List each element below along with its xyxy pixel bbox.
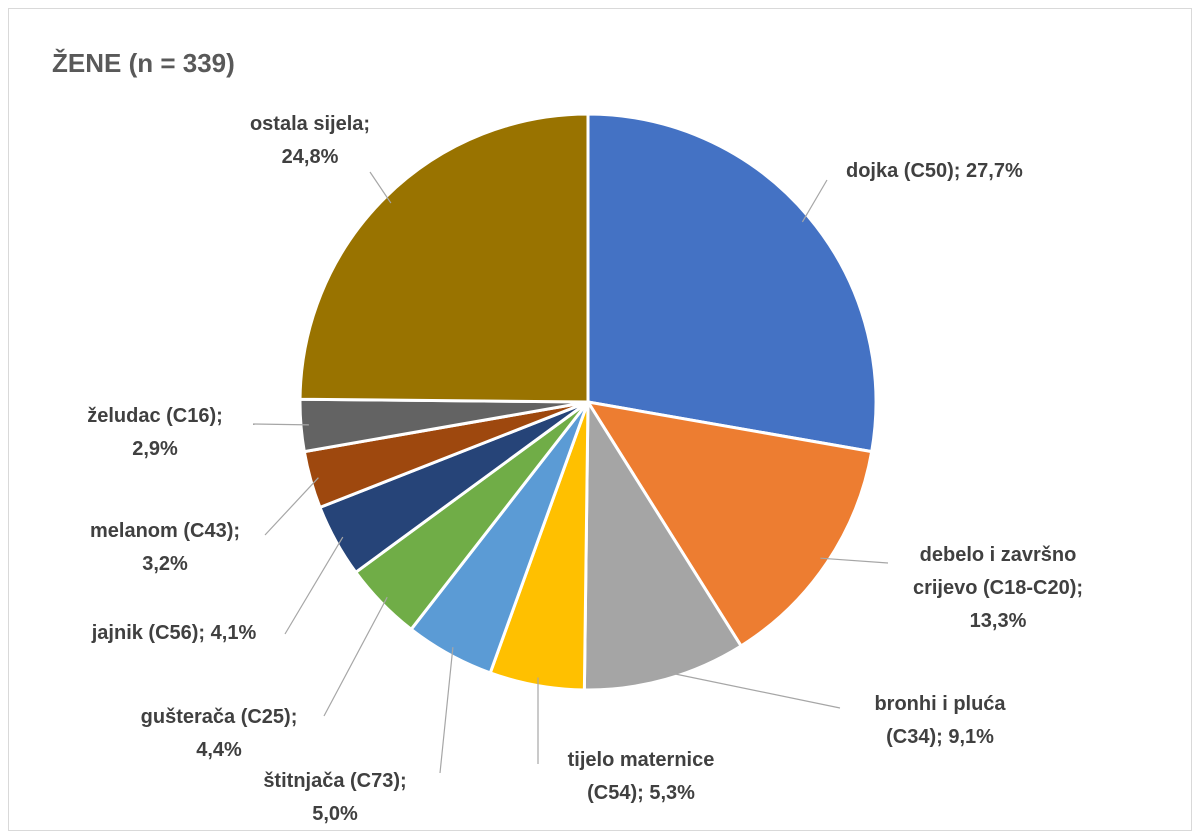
leader-line-stitnjaca bbox=[439, 647, 454, 774]
leader-line-gusteraca bbox=[323, 596, 388, 717]
data-label-zeludac: želudac (C16); 2,9% bbox=[87, 405, 223, 460]
pie-slice-ostala-sijela bbox=[298, 112, 590, 404]
chart-title: ŽENE (n = 339) bbox=[52, 48, 235, 78]
data-label-melanom: melanom (C43); 3,2% bbox=[90, 520, 240, 575]
data-label-dojka: dojka (C50); 27,7% bbox=[846, 160, 1023, 182]
leader-line-melanom bbox=[264, 477, 319, 536]
data-label-tijelo-maternice: tijelo maternice (C54); 5,3% bbox=[568, 749, 715, 804]
leader-line-bronhi-i-pluca bbox=[663, 671, 841, 709]
leader-line-dojka bbox=[801, 179, 828, 223]
data-label-debelo-i-zavrsno-crijevo: debelo i završno crijevo (C18-C20); 13,3% bbox=[913, 544, 1083, 632]
pie-slice-dojka bbox=[586, 112, 878, 454]
leader-line-debelo-i-zavrsno-crijevo bbox=[820, 557, 889, 564]
leader-line-jajnik bbox=[284, 536, 344, 635]
data-label-stitnjaca: štitnjača (C73); 5,0% bbox=[263, 770, 406, 825]
pie-slice-bronhi-i-pluca bbox=[582, 400, 743, 692]
pie-slice-debelo-i-zavrsno-crijevo bbox=[586, 400, 874, 648]
leader-line-zeludac bbox=[252, 423, 309, 426]
leader-line-ostala-sijela bbox=[369, 171, 392, 204]
data-label-gusteraca: gušterača (C25); 4,4% bbox=[141, 706, 298, 761]
data-label-ostala-sijela: ostala sijela; 24,8% bbox=[250, 113, 370, 168]
data-label-jajnik: jajnik (C56); 4,1% bbox=[91, 622, 257, 644]
data-label-bronhi-i-pluca: bronhi i pluća (C34); 9,1% bbox=[874, 693, 1006, 748]
